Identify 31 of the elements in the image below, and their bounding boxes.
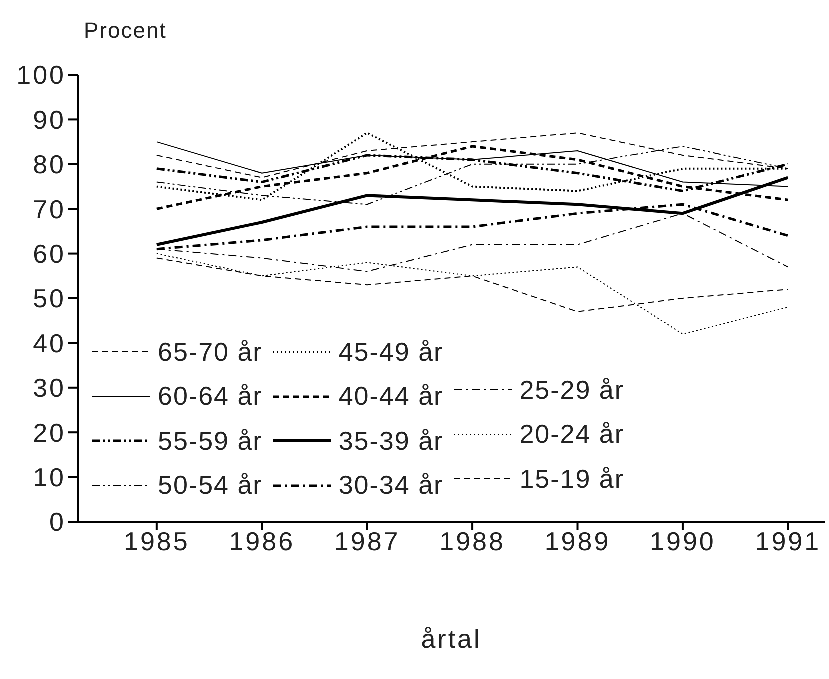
y-axis-title: Procent bbox=[84, 18, 167, 44]
y-tick-label: 90 bbox=[33, 104, 66, 135]
y-tick-label: 70 bbox=[33, 194, 66, 224]
x-axis-title: årtal bbox=[421, 624, 482, 654]
legend-label: 40-44 år bbox=[338, 381, 444, 412]
legend-label: 20-24 år bbox=[520, 419, 625, 450]
x-tick-label: 1991 bbox=[755, 526, 822, 556]
legend-label: 55-59 år bbox=[158, 426, 263, 457]
legend-label: 35-39 år bbox=[338, 426, 444, 457]
legend-label: 60-64 år bbox=[158, 381, 263, 412]
legend-label: 25-29 år bbox=[520, 374, 625, 406]
y-tick-label: 40 bbox=[33, 328, 66, 358]
x-tick-label: 1985 bbox=[124, 526, 190, 556]
y-tick-label: 100 bbox=[16, 60, 66, 90]
x-tick-label: 1988 bbox=[440, 526, 506, 556]
y-tick-label: 10 bbox=[33, 462, 66, 493]
x-tick-label: 1986 bbox=[229, 526, 296, 556]
y-tick-label: 0 bbox=[50, 507, 66, 538]
y-tick-label: 80 bbox=[33, 150, 66, 180]
legend-label: 15-19 år bbox=[520, 464, 625, 495]
x-tick-label: 1990 bbox=[650, 526, 716, 556]
y-tick-label: 30 bbox=[33, 373, 66, 404]
legend-label: 45-49 år bbox=[338, 336, 444, 368]
legend-label: 30-34 år bbox=[338, 470, 444, 502]
y-tick-label: 20 bbox=[33, 418, 66, 448]
legend-label: 65-70 år bbox=[158, 336, 263, 368]
y-tick-label: 50 bbox=[33, 284, 66, 314]
y-tick-label: 60 bbox=[33, 239, 66, 270]
legend-label: 50-54 år bbox=[158, 470, 263, 502]
x-tick-label: 1987 bbox=[334, 526, 400, 556]
x-tick-label: 1989 bbox=[544, 526, 611, 556]
